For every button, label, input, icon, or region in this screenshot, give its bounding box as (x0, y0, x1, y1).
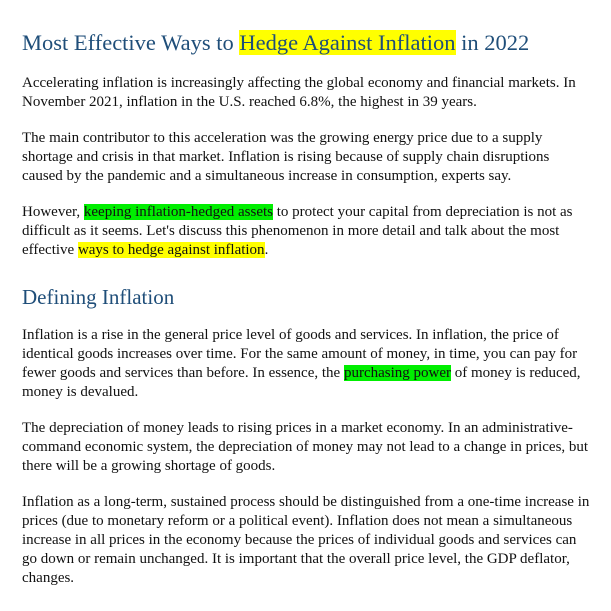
title-text-start: Most Effective Ways to (22, 30, 240, 55)
section-paragraph-3: Inflation as a long-term, sustained proc… (22, 494, 590, 586)
intro-paragraph-1: Accelerating inflation is increasingly a… (22, 75, 576, 110)
section-heading: Defining Inflation (22, 285, 175, 309)
highlight-purchasing-power: purchasing power (343, 365, 452, 381)
highlight-hedge-ways: ways to hedge against inflation (77, 242, 265, 258)
title-highlight: Hedge Against Inflation (239, 30, 456, 55)
section-paragraph-1: Inflation is a rise in the general price… (22, 326, 591, 402)
intro-p3-middle: to protect your capital from depreciatio… (22, 204, 573, 258)
page-title: Most Effective Ways to Hedge Against Inf… (22, 28, 591, 58)
section-p1-start: Inflation is a rise in the general price… (22, 327, 578, 381)
intro-p3-end: . (264, 242, 269, 258)
section-p1-end: of money is reduced, money is devalued. (22, 365, 581, 400)
highlight-hedged-assets: keeping inflation-hedged assets (83, 204, 273, 220)
intro-paragraph-2: The main contributor to this acceleratio… (22, 130, 550, 184)
section-paragraph-2: The depreciation of money leads to risin… (22, 420, 589, 474)
intro-p3-start: However, (22, 204, 84, 220)
title-text-end: in 2022 (455, 30, 530, 55)
intro-paragraph-3: However, keeping inflation-hedged assets… (22, 203, 591, 260)
